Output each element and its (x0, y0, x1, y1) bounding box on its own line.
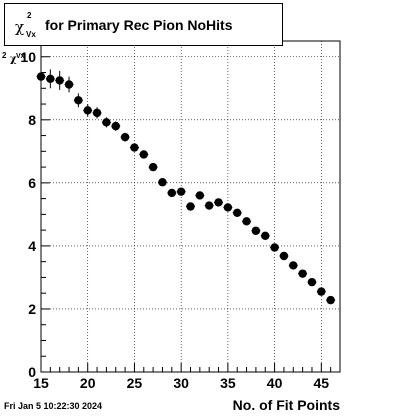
data-point (139, 150, 148, 159)
data-point (204, 201, 214, 210)
data-point (167, 188, 177, 198)
data-point (233, 208, 242, 218)
data-point (251, 226, 261, 235)
data-point (36, 72, 46, 81)
data-point (289, 261, 298, 270)
x-axis-label: No. of Fit Points (232, 397, 340, 413)
data-point (317, 287, 326, 296)
data-point (130, 143, 139, 152)
data-point (298, 269, 307, 278)
chart-title-box: χ 2 Vx for Primary Rec Pion NoHits (4, 3, 283, 46)
x-tick-label: 25 (127, 375, 143, 391)
data-point (102, 118, 111, 127)
data-point (242, 217, 251, 226)
y-tick-label: 2 (28, 301, 36, 317)
y-tick-label: 8 (28, 112, 36, 128)
data-point (46, 74, 55, 84)
x-tick-label: 20 (80, 375, 96, 391)
y-tick-label: 0 (28, 364, 36, 380)
data-point (83, 106, 92, 115)
data-point (64, 80, 74, 89)
title-chi-symbol: χ (15, 18, 25, 36)
chart-title: for Primary Rec Pion NoHits (45, 17, 233, 33)
data-point (55, 76, 64, 85)
y-tick-label: 4 (28, 238, 36, 254)
data-point (261, 231, 270, 241)
title-superscript: 2 (27, 11, 32, 20)
x-tick-label: 40 (267, 375, 283, 391)
data-point (74, 96, 83, 105)
data-point (176, 187, 186, 196)
title-subscript: Vx (26, 30, 36, 39)
data-point (195, 191, 205, 200)
timestamp: Fri Jan 5 10:22:30 2024 (4, 401, 103, 411)
y-axis-label-subscript: Vx (16, 53, 25, 60)
data-point (279, 251, 289, 261)
data-point (223, 203, 233, 212)
y-axis-label-symbol: χ (10, 54, 17, 65)
y-tick-label: 6 (28, 175, 36, 191)
data-point (326, 295, 335, 305)
x-tick-label: 45 (314, 375, 330, 391)
data-point (92, 108, 102, 118)
data-point (186, 202, 195, 211)
data-point (120, 132, 130, 142)
data-point (307, 277, 317, 287)
data-point (214, 198, 223, 207)
x-tick-label: 15 (33, 375, 49, 391)
data-point (148, 162, 158, 172)
y-tick-label: 10 (20, 49, 36, 65)
data-point (111, 121, 120, 131)
x-tick-label: 30 (173, 375, 189, 391)
data-point (270, 243, 279, 252)
y-axis-label-superscript: 2 (2, 51, 7, 60)
data-point (158, 178, 167, 187)
x-tick-label: 35 (220, 375, 236, 391)
